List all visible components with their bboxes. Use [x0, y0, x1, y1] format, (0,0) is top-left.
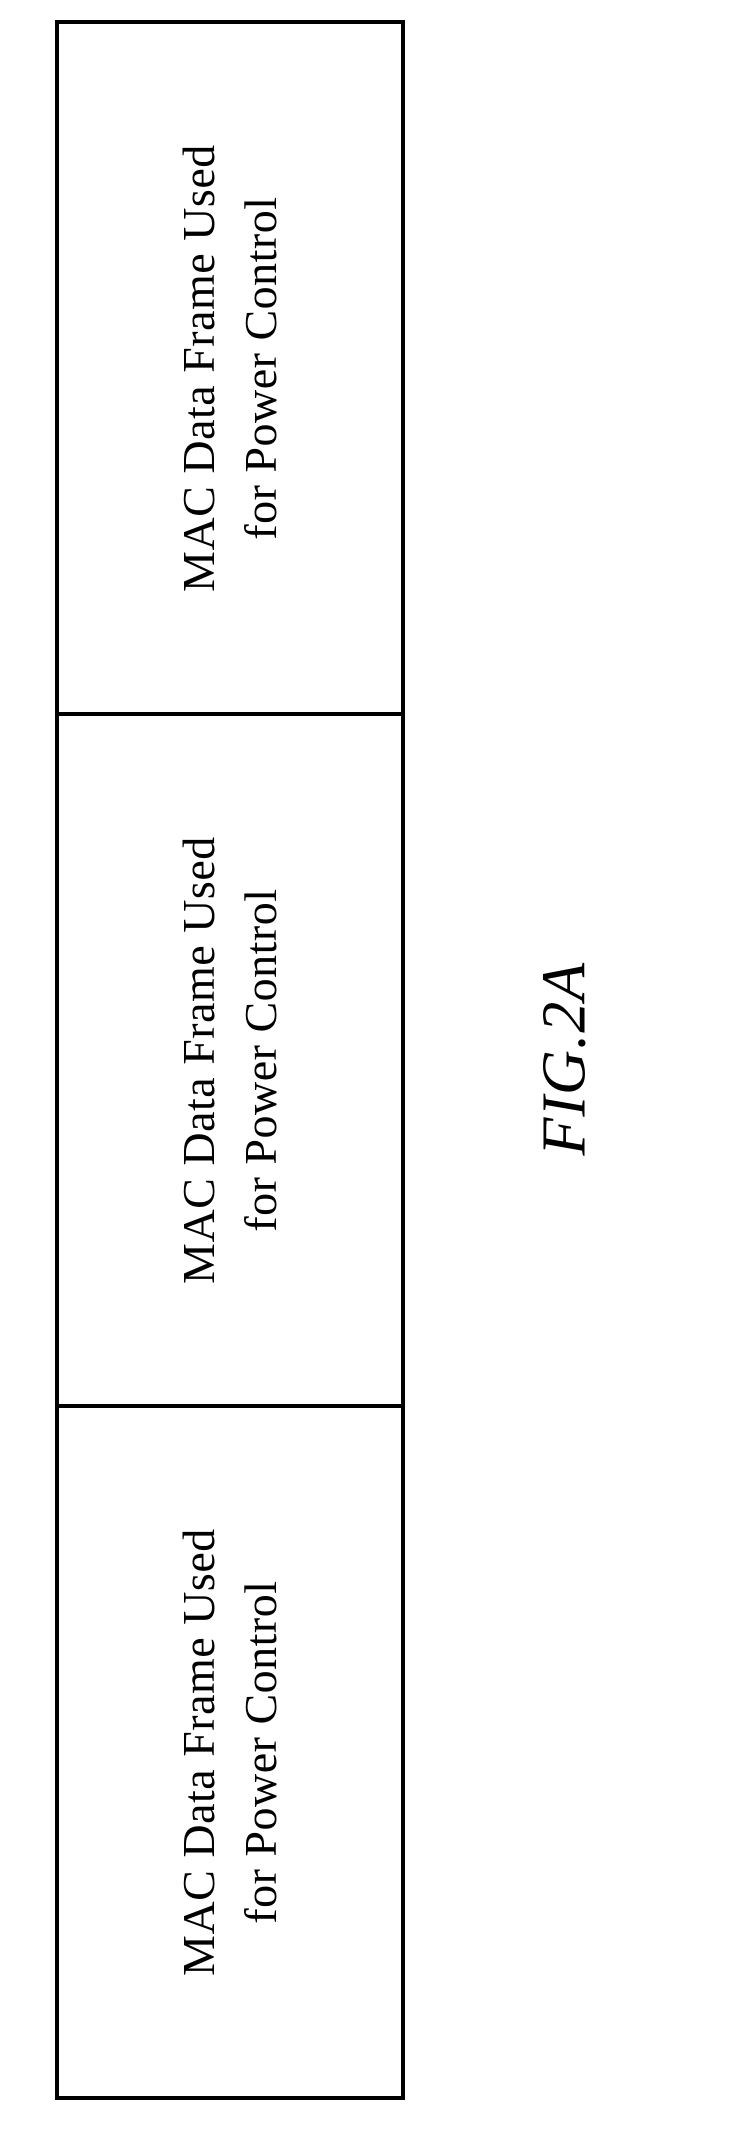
mac-frame-cell-1-line2: for Power Control — [235, 196, 286, 539]
mac-frame-sequence: MAC Data Frame Used for Power Control MA… — [55, 20, 405, 2100]
figure-page: MAC Data Frame Used for Power Control MA… — [0, 0, 739, 2134]
mac-frame-cell-2-line2: for Power Control — [235, 888, 286, 1231]
mac-frame-cell-3-line1: MAC Data Frame Used — [173, 1528, 224, 1976]
mac-frame-cell-2-line1: MAC Data Frame Used — [173, 836, 224, 1284]
mac-frame-cell-2-text: MAC Data Frame Used for Power Control — [168, 836, 292, 1284]
mac-frame-cell-1-text: MAC Data Frame Used for Power Control — [168, 144, 292, 592]
mac-frame-cell-1: MAC Data Frame Used for Power Control — [59, 24, 401, 716]
mac-frame-cell-3: MAC Data Frame Used for Power Control — [59, 1408, 401, 2096]
mac-frame-cell-1-line1: MAC Data Frame Used — [173, 144, 224, 592]
mac-frame-cell-3-line2: for Power Control — [235, 1580, 286, 1923]
mac-frame-cell-3-text: MAC Data Frame Used for Power Control — [168, 1528, 292, 1976]
mac-frame-cell-2: MAC Data Frame Used for Power Control — [59, 716, 401, 1408]
figure-caption: FIG.2A — [530, 976, 601, 1156]
